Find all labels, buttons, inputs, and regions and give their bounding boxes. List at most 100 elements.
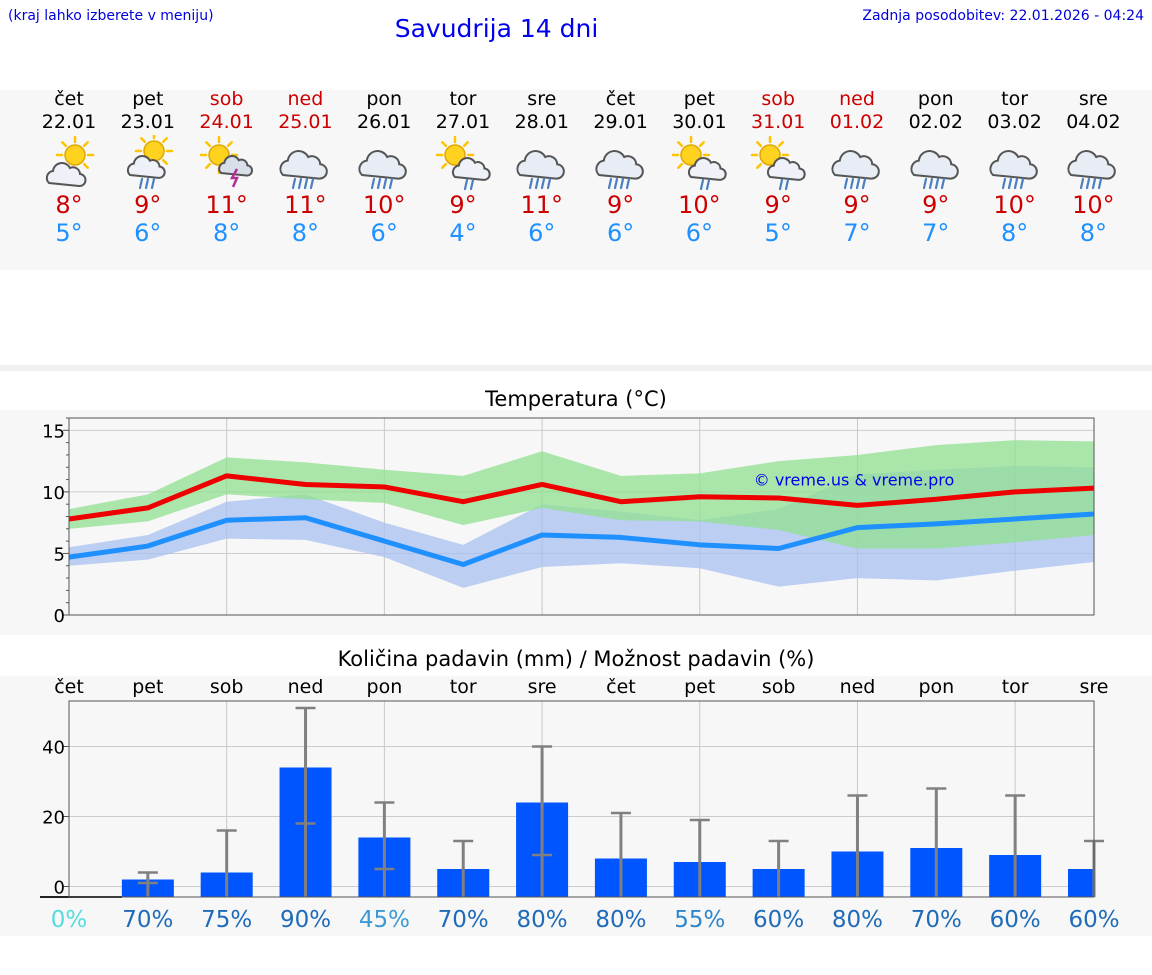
max-temp: 10°	[678, 191, 721, 219]
y-tick-label: 20	[42, 808, 65, 829]
precip-probability: 70%	[438, 907, 489, 933]
daily-forecast-strip: čet 22.01 8° 5° pet 23.01 9° 6° sob 24.01 11° 8° ned…	[0, 88, 1152, 258]
max-temp: 10°	[993, 191, 1036, 219]
rain-icon	[910, 150, 959, 190]
day-date: 23.01	[120, 111, 175, 133]
last-update-text: Zadnja posodobitev: 22.01.2026 - 04:24	[862, 8, 1144, 24]
day-card[interactable]: pon 26.01 10° 6°	[345, 88, 424, 247]
rain-icon	[989, 150, 1038, 190]
day-date: 31.01	[750, 111, 806, 133]
day-name: pet	[683, 88, 715, 110]
plot-frame	[68, 700, 1095, 898]
max-temp: 8°	[55, 191, 83, 219]
day-name: tor	[449, 88, 477, 110]
sun-rain-icon	[750, 135, 806, 191]
min-temp: 5°	[764, 219, 792, 247]
max-temp: 9°	[606, 191, 635, 219]
y-tick-label: 10	[42, 483, 65, 504]
day-date: 25.01	[278, 111, 333, 133]
location-hint-link[interactable]: (kraj lahko izberete v meniju)	[8, 8, 214, 24]
day-date: 28.01	[514, 111, 569, 133]
max-temp: 9°	[843, 191, 871, 219]
max-temp: 10°	[362, 191, 406, 219]
precip-probability: 90%	[280, 907, 331, 933]
rain-icon	[595, 150, 644, 190]
page-title: Savudrija 14 dni	[394, 14, 599, 43]
min-temp: 6°	[685, 219, 714, 247]
rain-icon	[358, 150, 407, 190]
day-card[interactable]: sre 04.02 10° 8°	[1054, 88, 1133, 247]
day-name: sob	[761, 88, 795, 110]
precip-day-label: pon	[918, 676, 954, 698]
day-date: 29.01	[593, 111, 648, 133]
sun-rain-icon	[672, 135, 728, 191]
y-tick-label: 40	[42, 738, 65, 759]
day-card[interactable]: sob 31.01 9° 5°	[739, 88, 818, 247]
y-tick-label: 0	[54, 606, 65, 627]
precip-probability: 70%	[122, 907, 173, 933]
day-date: 02.02	[908, 111, 963, 133]
rain-icon	[831, 150, 880, 190]
rain-icon	[1067, 150, 1117, 190]
day-name: sre	[527, 88, 557, 110]
forecast-band	[0, 90, 1152, 270]
precip-day-label: sre	[528, 676, 557, 698]
min-temp: 8°	[1000, 219, 1029, 247]
day-card[interactable]: čet 29.01 9° 6°	[581, 88, 660, 247]
y-tick-label: 5	[54, 544, 65, 565]
day-card[interactable]: ned 01.02 9° 7°	[818, 88, 897, 247]
precip-day-label: pet	[132, 676, 163, 698]
day-date: 27.01	[435, 111, 491, 133]
watermark-text: © vreme.us & vreme.pro	[754, 471, 955, 490]
y-tick-label: 15	[42, 421, 65, 442]
max-temp: 9°	[449, 191, 477, 219]
precip-probability: 80%	[595, 907, 646, 933]
precip-day-label: sob	[762, 676, 796, 698]
day-card[interactable]: sre 28.01 11° 6°	[502, 88, 581, 247]
day-card[interactable]: tor 27.01 9° 4°	[424, 88, 503, 247]
sun-cloud-icon	[45, 135, 95, 187]
min-temp: 7°	[922, 219, 950, 247]
day-card[interactable]: sob 24.01 11° 8°	[187, 88, 266, 247]
day-date: 26.01	[356, 111, 412, 133]
day-card[interactable]: čet 22.01 8° 5°	[30, 88, 109, 247]
precip-day-label: sre	[1080, 676, 1109, 698]
day-name: čet	[605, 88, 636, 110]
precip-probability: 0%	[51, 907, 88, 933]
day-date: 01.02	[829, 111, 885, 133]
min-temp: 5°	[55, 219, 83, 247]
max-temp: 11°	[284, 191, 327, 219]
precip-day-label: čet	[54, 676, 84, 698]
precip-probability: 60%	[753, 907, 804, 933]
separator-band	[0, 365, 1152, 371]
day-date: 03.02	[987, 111, 1042, 133]
day-name: pon	[917, 88, 954, 110]
day-card[interactable]: pon 02.02 9° 7°	[896, 88, 975, 247]
precip-day-label: čet	[606, 676, 636, 698]
day-card[interactable]: tor 03.02 10° 8°	[975, 88, 1054, 247]
min-temp-line	[68, 511, 1095, 568]
precip-day-label: tor	[450, 676, 477, 698]
day-date: 24.01	[199, 111, 254, 133]
max-temp: 11°	[520, 191, 564, 219]
rain-icon	[516, 150, 565, 190]
precip-probability: 80%	[517, 907, 568, 933]
y-tick-label: 0	[54, 878, 65, 899]
max-temp: 9°	[922, 191, 950, 219]
day-name: čet	[54, 88, 84, 110]
day-card[interactable]: ned 25.01 11° 8°	[266, 88, 345, 247]
min-temp: 6°	[606, 219, 635, 247]
temperature-title: Temperatura (°C)	[485, 387, 667, 411]
precip-bar	[1068, 869, 1094, 897]
min-temp: 4°	[449, 219, 477, 247]
max-temp: 10°	[1072, 191, 1115, 219]
day-date: 22.01	[41, 111, 97, 133]
precip-probability: 75%	[201, 907, 252, 933]
day-card[interactable]: pet 30.01 10° 6°	[660, 88, 739, 247]
precip-probability: 60%	[990, 907, 1041, 933]
precip-probability: 70%	[911, 907, 962, 933]
day-name: sre	[1078, 88, 1108, 110]
day-card[interactable]: pet 23.01 9° 6°	[108, 88, 187, 247]
rain-icon	[279, 150, 329, 190]
sun-rain-icon	[435, 135, 491, 191]
